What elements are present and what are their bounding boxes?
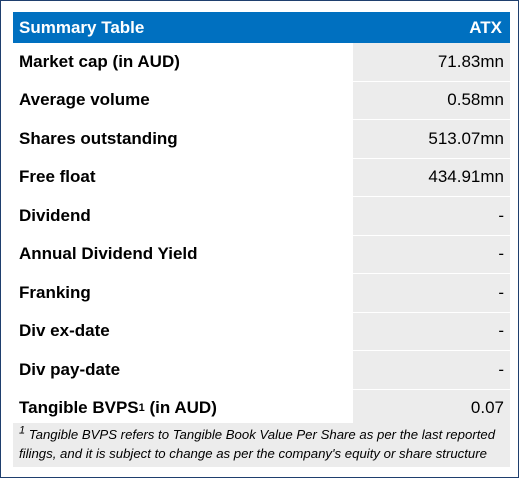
row-label: Franking [13, 274, 353, 312]
table-row: Franking - [13, 274, 510, 313]
ticker-label: ATX [469, 17, 502, 37]
table-row: Div ex-date - [13, 312, 510, 351]
table-row: Annual Dividend Yield - [13, 235, 510, 274]
row-value: 513.07mn [353, 120, 510, 158]
table-row: Market cap (in AUD) 71.83mn [13, 43, 510, 82]
footnote-marker: 1 [19, 424, 26, 437]
row-label-suffix: (in AUD) [144, 398, 217, 418]
row-value: - [353, 235, 510, 273]
row-label: Free float [13, 158, 353, 196]
row-label: Div ex-date [13, 312, 353, 350]
row-value: - [353, 197, 510, 235]
row-label: Tangible BVPS 1 (in AUD) [13, 389, 353, 427]
table-row: Shares outstanding 513.07mn [13, 120, 510, 159]
row-label: Div pay-date [13, 351, 353, 389]
footnote: 1 Tangible BVPS refers to Tangible Book … [13, 423, 510, 467]
row-label: Shares outstanding [13, 120, 353, 158]
row-value: 0.58mn [353, 81, 510, 119]
row-value: - [353, 274, 510, 312]
row-label: Annual Dividend Yield [13, 235, 353, 273]
table-row: Free float 434.91mn [13, 158, 510, 197]
row-value: - [353, 312, 510, 350]
row-label: Market cap (in AUD) [13, 43, 353, 81]
row-label: Average volume [13, 81, 353, 119]
footnote-text: Tangible BVPS refers to Tangible Book Va… [19, 427, 496, 461]
row-value: - [353, 351, 510, 389]
table-header: Summary Table ATX [13, 12, 510, 43]
table-row: Tangible BVPS 1 (in AUD) 0.07 [13, 389, 510, 428]
table-title: Summary Table [19, 17, 145, 37]
table-row: Div pay-date - [13, 351, 510, 390]
row-value: 0.07 [353, 389, 510, 427]
row-label: Dividend [13, 197, 353, 235]
table-row: Average volume 0.58mn [13, 81, 510, 120]
row-value: 434.91mn [353, 158, 510, 196]
row-value: 71.83mn [353, 43, 510, 81]
table-body: Market cap (in AUD) 71.83mn Average volu… [13, 43, 510, 428]
row-label-text: Tangible BVPS [19, 398, 139, 418]
table-row: Dividend - [13, 197, 510, 236]
